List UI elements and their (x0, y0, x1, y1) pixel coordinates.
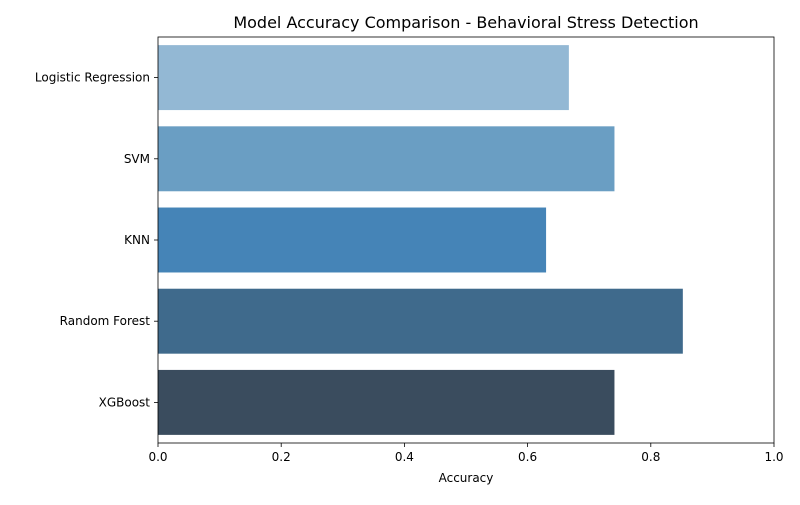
x-tick-label: 0.8 (641, 450, 660, 464)
y-tick-label: XGBoost (99, 395, 151, 409)
bars-layer (158, 45, 683, 435)
y-tick-label: KNN (124, 233, 150, 247)
y-axis-ticks: Logistic Regression SVM KNN Random Forest XG… (35, 71, 158, 409)
chart-title: Model Accuracy Comparison - Behavioral S… (233, 13, 698, 32)
bar-random-forest (158, 288, 683, 354)
bar-knn (158, 207, 547, 273)
x-tick-label: 0.4 (395, 450, 414, 464)
bar-logistic-regression (158, 45, 569, 111)
x-axis-title: Accuracy (439, 471, 494, 485)
x-tick-label: 0.6 (518, 450, 537, 464)
x-tick-label: 0.2 (272, 450, 291, 464)
y-tick-label: Random Forest (60, 314, 151, 328)
y-tick-label: SVM (124, 152, 150, 166)
plot-frame (157, 36, 775, 444)
x-tick-label: 1.0 (764, 450, 783, 464)
bar-svm (158, 126, 615, 192)
x-axis-ticks: 0.0 0.2 0.4 0.6 0.8 1.0 (148, 443, 784, 464)
x-tick-label: 0.0 (148, 450, 167, 464)
bar-xgboost (158, 369, 615, 435)
y-tick-label: Logistic Regression (35, 71, 150, 85)
